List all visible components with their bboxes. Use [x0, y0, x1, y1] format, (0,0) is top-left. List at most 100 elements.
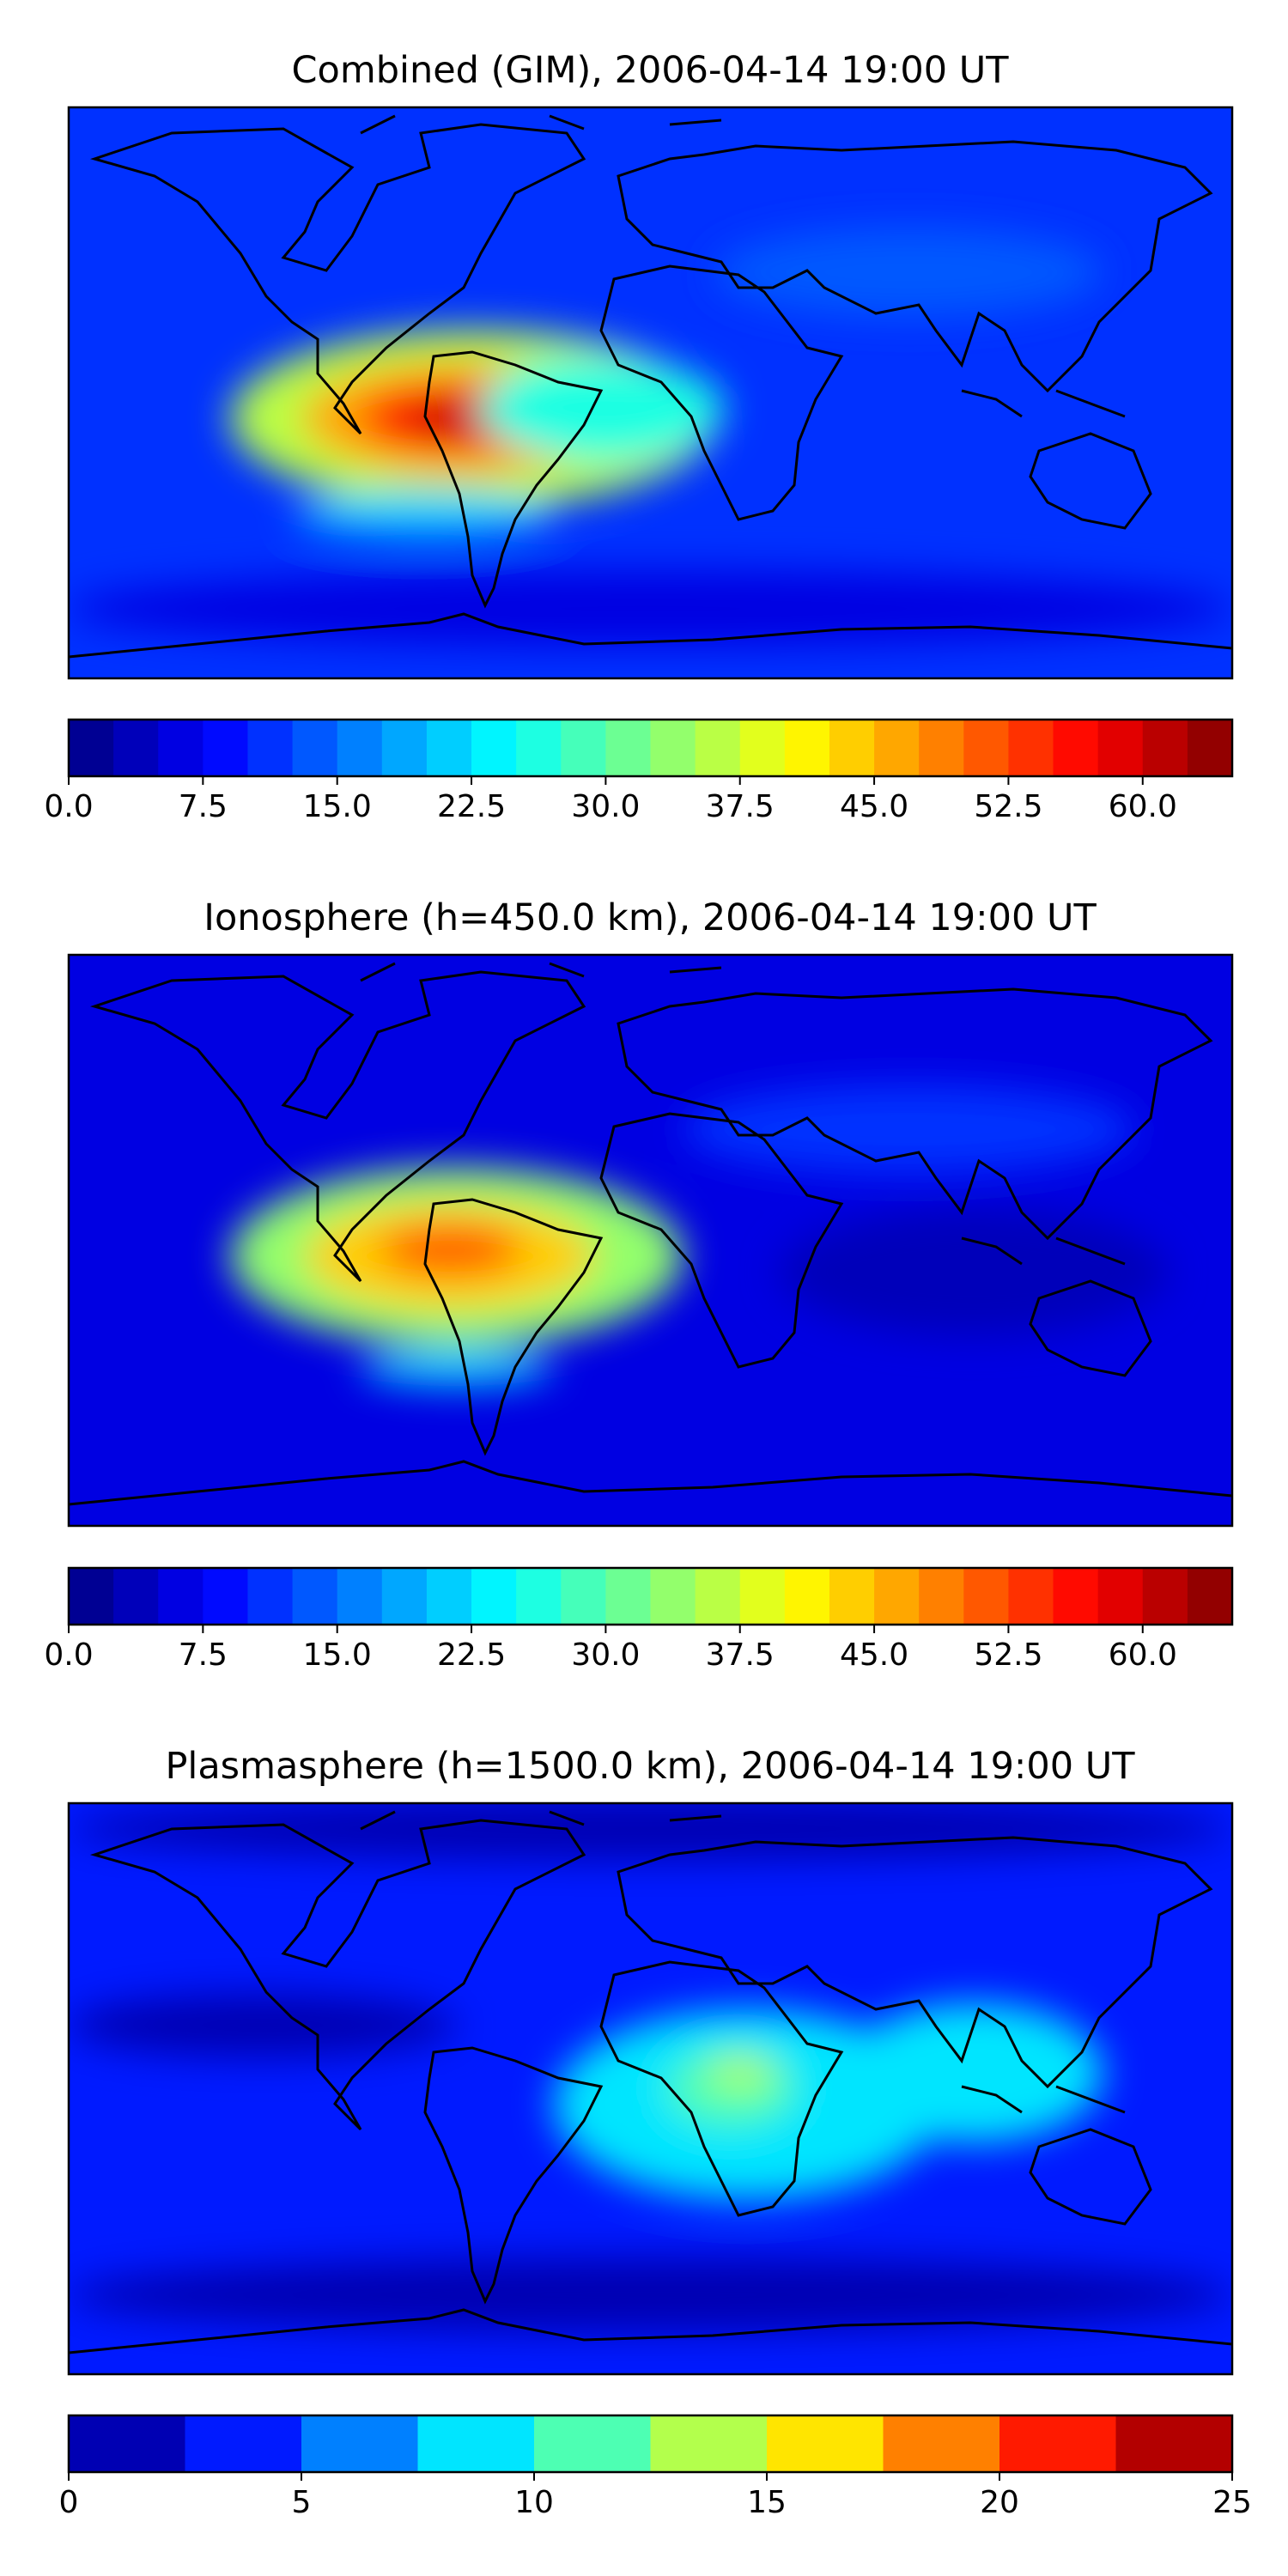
map-frame: [67, 1801, 1234, 2376]
colorbar-segment: [1053, 720, 1099, 776]
colorbar-segment: [471, 720, 517, 776]
colorbar-segment: [695, 720, 741, 776]
colorbar-tick-label: 7.5: [179, 789, 228, 824]
colorbar-tick-label: 0.0: [44, 789, 93, 824]
panel-title-plasmasphere: Plasmasphere (h=1500.0 km), 2006-04-14 1…: [165, 1745, 1135, 1788]
colorbar-segment: [963, 720, 1010, 776]
colorbar-segment: [69, 1568, 114, 1625]
colorbar-segment: [471, 1568, 517, 1625]
colorbar-segment: [963, 1568, 1010, 1625]
colorbar-tick-label: 22.5: [437, 1637, 506, 1673]
panel-title-combined: Combined (GIM), 2006-04-14 19:00 UT: [291, 49, 1009, 92]
colorbar-segment: [1008, 720, 1054, 776]
colorbar-segment: [69, 2415, 186, 2472]
colorbar-segment: [829, 720, 875, 776]
colorbar-segment: [158, 720, 204, 776]
colorbar-segment: [185, 2415, 302, 2472]
colorbar-segment: [874, 720, 920, 776]
colorbar-segment: [337, 1568, 383, 1625]
colorbar-segment: [739, 1568, 786, 1625]
colorbar-segment: [69, 720, 114, 776]
colorbar-ionosphere: 0.0 7.5 15.0 22.5 30.0 37.5 45.0 52.5 60.0: [44, 1566, 1234, 1673]
colorbar-tick-label: 60.0: [1109, 789, 1177, 824]
colorbar-segment: [292, 720, 338, 776]
colorbar-tick-label: 15.0: [303, 1637, 372, 1673]
colorbar-segment: [301, 2415, 419, 2472]
colorbar-tick-label: 0.0: [44, 1637, 93, 1673]
colorbar-segment: [767, 2415, 884, 2472]
colorbar-frame: [67, 718, 1234, 778]
colorbar-segment: [919, 720, 964, 776]
colorbar-segment: [650, 1568, 696, 1625]
field-contour: [683, 1084, 1136, 1174]
colorbar-segment: [1187, 1568, 1233, 1625]
field-contour: [780, 1208, 1168, 1336]
colorbar-segment: [605, 720, 652, 776]
colorbar-segment: [829, 1568, 875, 1625]
colorbar-tick-label: 30.0: [571, 789, 640, 824]
colorbar-tick-label: 52.5: [974, 1637, 1042, 1673]
colorbar-segment: [1053, 1568, 1099, 1625]
colorbar-segment: [1008, 1568, 1054, 1625]
field-contour: [708, 2057, 774, 2089]
colorbar-segment: [1097, 720, 1144, 776]
field-contour: [844, 2002, 1103, 2143]
field-contour: [714, 228, 1103, 317]
colorbar-tick-label: 60.0: [1109, 1637, 1177, 1673]
field-contour: [410, 402, 502, 434]
colorbar-tick-label: 52.5: [974, 789, 1042, 824]
colorbar-segment: [695, 1568, 741, 1625]
colorbar-frame: [67, 2414, 1234, 2474]
colorbar-segment: [605, 1568, 652, 1625]
field-contour: [379, 1224, 521, 1276]
map-panel-combined: [69, 107, 1232, 678]
colorbar-segment: [919, 1568, 964, 1625]
field-contour: [359, 1348, 554, 1387]
colorbar-tick-label: 20: [980, 2485, 1019, 2520]
colorbar-tick-label: 25: [1212, 2485, 1252, 2520]
colorbar-segment: [650, 2415, 768, 2472]
colorbar-segment: [113, 1568, 159, 1625]
colorbar-tick-label: 15.0: [303, 789, 372, 824]
colorbar-segment: [337, 720, 383, 776]
colorbar-segment: [561, 1568, 606, 1625]
colorbar-segment: [247, 1568, 294, 1625]
colorbar-tick-label: 45.0: [840, 789, 908, 824]
colorbar-segment: [1187, 720, 1233, 776]
colorbar-segment: [534, 2415, 652, 2472]
colorbar-segment: [203, 1568, 249, 1625]
colorbar-segment: [381, 1568, 428, 1625]
colorbar-segment: [381, 720, 428, 776]
colorbar-segment: [203, 720, 249, 776]
colorbar-segment: [784, 720, 830, 776]
colorbar-segment: [784, 1568, 830, 1625]
colorbar-plasmasphere: 0 5 10 15 20 25: [59, 2414, 1252, 2520]
colorbar-segment: [883, 2415, 1000, 2472]
map-frame: [67, 953, 1234, 1528]
colorbar-tick-label: 5: [292, 2485, 312, 2520]
colorbar-segment: [1097, 1568, 1144, 1625]
colorbar-segment: [417, 2415, 535, 2472]
colorbar-segment: [158, 1568, 204, 1625]
colorbar-tick-label: 22.5: [437, 789, 506, 824]
map-frame: [67, 106, 1234, 680]
colorbar-combined: 0.0 7.5 15.0 22.5 30.0 37.5 45.0 52.5 60.0: [44, 718, 1234, 824]
field-contour: [69, 1803, 1232, 1861]
colorbar-segment: [874, 1568, 920, 1625]
colorbar-segment: [561, 720, 606, 776]
colorbar-tick-label: 37.5: [706, 1637, 775, 1673]
field-contour: [479, 357, 726, 460]
colorbar-segment: [1142, 720, 1188, 776]
colorbar-segment: [650, 720, 696, 776]
colorbar-segment: [426, 720, 472, 776]
map-panel-ionosphere: [69, 955, 1232, 1526]
colorbar-segment: [739, 720, 786, 776]
colorbar-tick-label: 15: [747, 2485, 787, 2520]
colorbar-tick-label: 30.0: [571, 1637, 640, 1673]
field-contour: [69, 2257, 1232, 2333]
colorbar-segment: [1115, 2415, 1233, 2472]
colorbar-segment: [1142, 1568, 1188, 1625]
colorbar-tick-label: 0: [59, 2485, 79, 2520]
panel-title-ionosphere: Ionosphere (h=450.0 km), 2006-04-14 19:0…: [204, 896, 1097, 939]
